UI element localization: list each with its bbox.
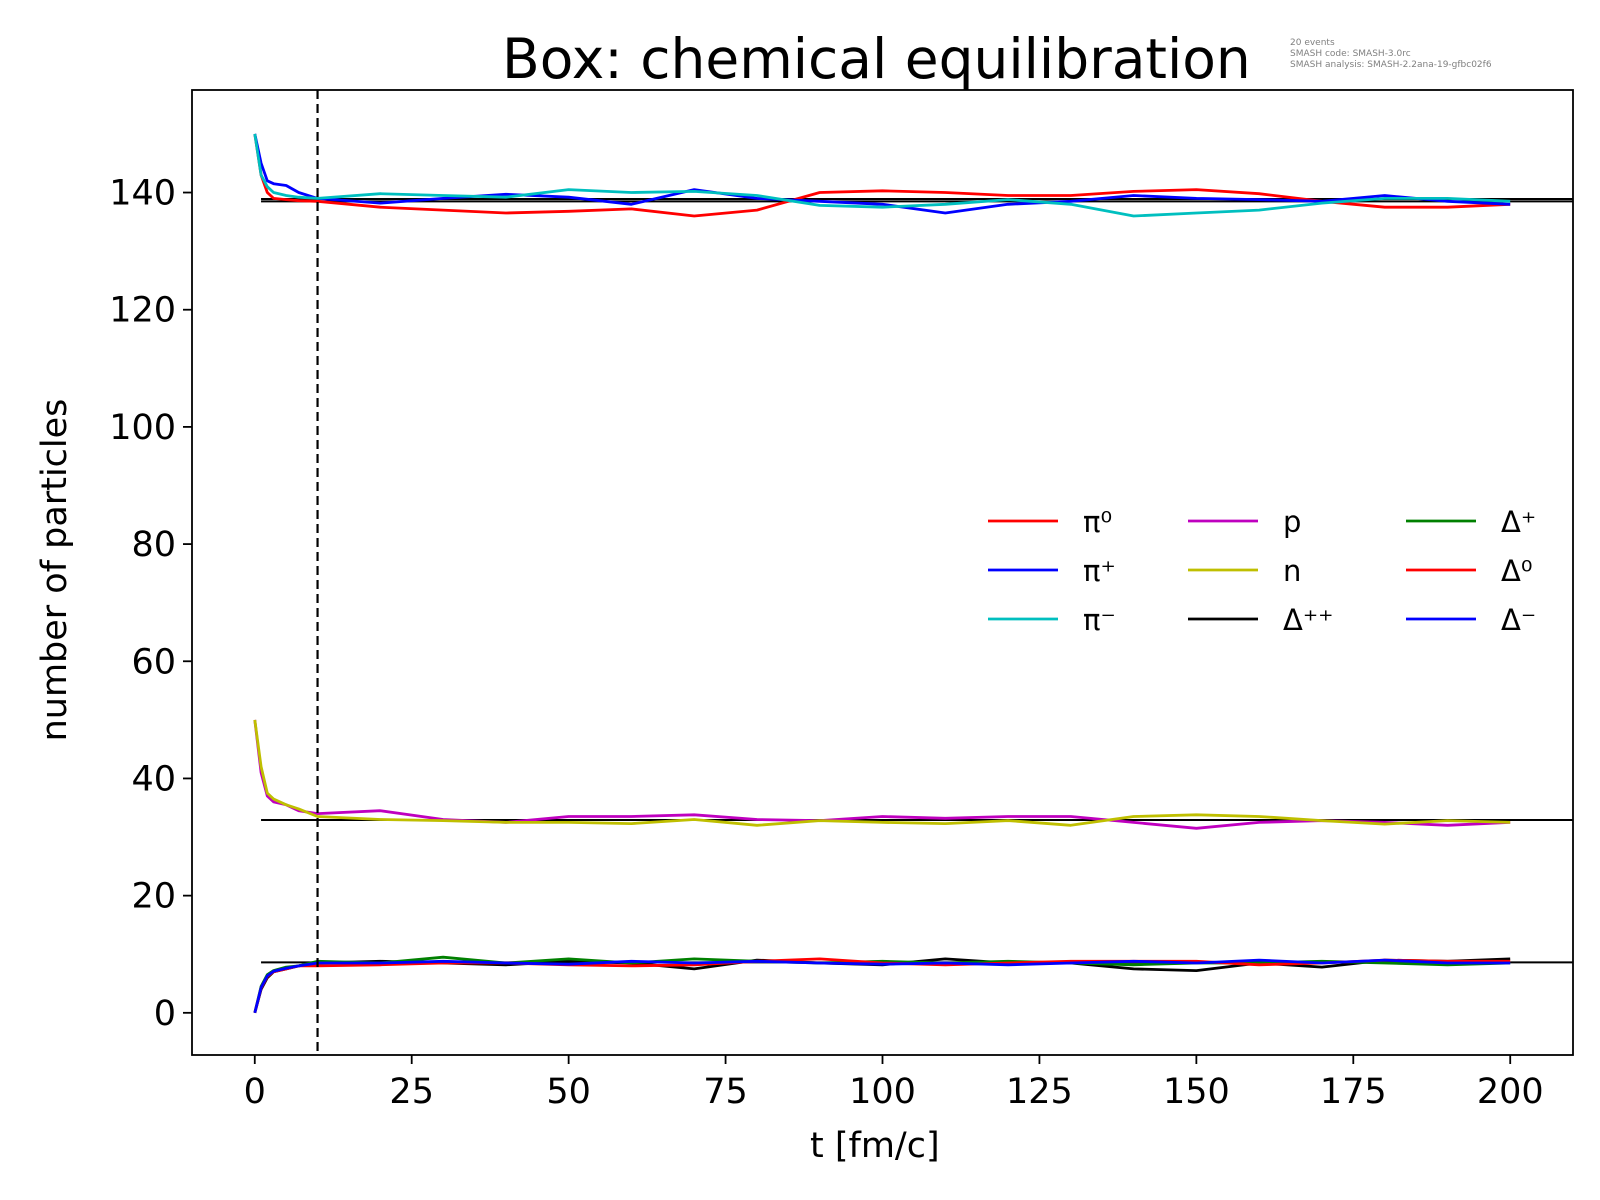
- run-info-analysis: SMASH analysis: SMASH-2.2ana-19-gfbc02f6: [1290, 60, 1492, 70]
- x-tick-label: 25: [389, 1072, 434, 1112]
- legend-label: π⁺: [1083, 554, 1116, 588]
- legend-label: π⁻: [1083, 603, 1116, 637]
- plot-frame: [191, 89, 1574, 1056]
- series-line-5: [253, 957, 1511, 1014]
- x-tick-label: 75: [703, 1072, 748, 1112]
- y-tick-label: 140: [109, 174, 176, 214]
- x-tick-label: 150: [1163, 1072, 1230, 1112]
- x-axis-label: t [fm/c]: [810, 1126, 940, 1166]
- series-line-2: [253, 133, 1511, 218]
- chart-title: Box: chemical equilibration: [502, 27, 1251, 91]
- y-tick-label: 20: [131, 877, 176, 917]
- legend-label: π⁰: [1083, 505, 1112, 539]
- x-tick-label: 50: [546, 1072, 591, 1112]
- legend-label: Δ⁰: [1501, 554, 1532, 588]
- legend-label: p: [1283, 505, 1301, 539]
- y-tick-label: 40: [131, 759, 176, 799]
- series-line-8: [253, 958, 1511, 1014]
- run-info: 20 events SMASH code: SMASH-3.0rc SMASH …: [1290, 38, 1492, 71]
- x-tick-label: 200: [1477, 1072, 1544, 1112]
- y-tick-label: 0: [154, 994, 176, 1034]
- legend-label: Δ⁺: [1501, 505, 1536, 539]
- run-info-code: SMASH code: SMASH-3.0rc: [1290, 49, 1411, 59]
- x-tick-label: 175: [1320, 1072, 1387, 1112]
- x-tick-label: 125: [1006, 1072, 1073, 1112]
- y-tick-label: 100: [109, 408, 176, 448]
- series-line-4: [253, 719, 1511, 827]
- y-tick-label: 60: [131, 642, 176, 682]
- y-axis-label: number of particles: [35, 398, 75, 742]
- y-tick-label: 120: [109, 291, 176, 331]
- run-info-events: 20 events: [1290, 38, 1335, 48]
- series-line-3: [253, 719, 1511, 830]
- x-tick-label: 100: [849, 1072, 916, 1112]
- y-tick-label: 80: [131, 525, 176, 565]
- legend-label: n: [1283, 554, 1301, 588]
- legend-label: Δ⁻: [1501, 603, 1536, 637]
- x-tick-label: 0: [244, 1072, 266, 1112]
- legend-label: Δ⁺⁺: [1283, 603, 1333, 637]
- series-line-0: [253, 133, 1511, 218]
